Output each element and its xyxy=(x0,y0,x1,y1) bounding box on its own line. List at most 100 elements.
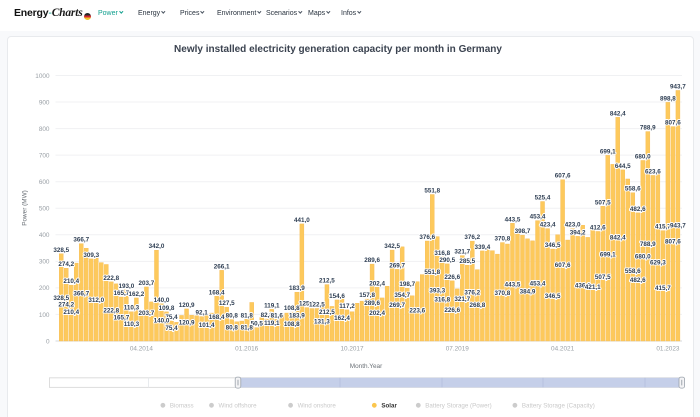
svg-text:300: 300 xyxy=(39,259,50,266)
svg-text:117,2: 117,2 xyxy=(339,303,355,310)
svg-text:04.2014: 04.2014 xyxy=(130,346,154,353)
svg-text:269,7: 269,7 xyxy=(389,302,405,309)
svg-text:700: 700 xyxy=(39,152,50,159)
svg-text:807,6: 807,6 xyxy=(665,239,681,246)
svg-text:400: 400 xyxy=(39,232,50,239)
svg-text:366,7: 366,7 xyxy=(73,237,89,244)
svg-text:788,9: 788,9 xyxy=(640,241,656,248)
svg-text:222,8: 222,8 xyxy=(103,275,119,282)
svg-text:607,6: 607,6 xyxy=(555,262,571,269)
svg-text:507,5: 507,5 xyxy=(595,274,611,281)
svg-text:140,0: 140,0 xyxy=(154,297,170,304)
svg-text:140,0: 140,0 xyxy=(154,318,170,325)
svg-text:412,6: 412,6 xyxy=(590,225,606,232)
svg-text:943,7: 943,7 xyxy=(670,223,686,230)
svg-text:312,0: 312,0 xyxy=(88,297,104,304)
svg-text:394,2: 394,2 xyxy=(570,229,586,236)
svg-text:507,5: 507,5 xyxy=(595,199,611,206)
svg-text:321,7: 321,7 xyxy=(454,296,470,303)
svg-text:629,3: 629,3 xyxy=(650,260,666,267)
svg-text:342,5: 342,5 xyxy=(384,243,400,250)
svg-text:600: 600 xyxy=(39,179,50,186)
svg-text:154,6: 154,6 xyxy=(329,293,345,300)
svg-text:200: 200 xyxy=(39,285,50,292)
svg-text:119,1: 119,1 xyxy=(264,302,280,309)
svg-text:384,9: 384,9 xyxy=(520,289,536,296)
svg-text:80,8: 80,8 xyxy=(226,313,239,320)
svg-text:316,8: 316,8 xyxy=(434,297,450,304)
svg-text:162,4: 162,4 xyxy=(334,315,350,322)
svg-text:108,8: 108,8 xyxy=(284,321,300,328)
svg-text:376,2: 376,2 xyxy=(464,234,480,241)
svg-text:558,6: 558,6 xyxy=(625,268,641,275)
svg-text:127,5: 127,5 xyxy=(219,300,235,307)
svg-text:274,2: 274,2 xyxy=(58,302,74,309)
svg-text:110,3: 110,3 xyxy=(124,321,140,328)
svg-text:Power (MW): Power (MW) xyxy=(22,190,29,226)
svg-text:342,0: 342,0 xyxy=(149,243,165,250)
svg-text:285,5: 285,5 xyxy=(459,258,475,265)
svg-text:Month.Year: Month.Year xyxy=(350,363,383,370)
svg-text:222,8: 222,8 xyxy=(103,308,119,315)
svg-text:202,4: 202,4 xyxy=(369,280,385,287)
svg-text:623,6: 623,6 xyxy=(645,168,661,175)
svg-text:183,9: 183,9 xyxy=(289,312,305,319)
svg-text:226,6: 226,6 xyxy=(444,307,460,314)
svg-text:165,7: 165,7 xyxy=(114,314,130,321)
svg-text:269,7: 269,7 xyxy=(389,262,405,269)
svg-text:120,9: 120,9 xyxy=(179,320,195,327)
svg-text:81,8: 81,8 xyxy=(241,312,254,319)
svg-text:328,5: 328,5 xyxy=(53,295,69,302)
svg-text:01.2016: 01.2016 xyxy=(235,346,259,353)
svg-text:165,7: 165,7 xyxy=(114,290,130,297)
svg-text:376,2: 376,2 xyxy=(464,290,480,297)
svg-text:316,8: 316,8 xyxy=(434,250,450,257)
svg-text:101,4: 101,4 xyxy=(199,322,215,329)
svg-text:Battery Storage (Power): Battery Storage (Power) xyxy=(425,402,491,409)
svg-text:92,1: 92,1 xyxy=(195,310,208,317)
svg-text:10.2017: 10.2017 xyxy=(340,346,364,353)
svg-text:75,4: 75,4 xyxy=(165,325,178,332)
svg-text:108,8: 108,8 xyxy=(284,305,300,312)
svg-text:321,7: 321,7 xyxy=(454,249,470,256)
svg-text:82,8: 82,8 xyxy=(261,312,274,319)
svg-text:75,4: 75,4 xyxy=(165,314,178,321)
svg-text:Wind onshore: Wind onshore xyxy=(298,402,337,409)
svg-text:109,8: 109,8 xyxy=(159,305,175,312)
svg-text:212,5: 212,5 xyxy=(319,278,335,285)
svg-text:289,6: 289,6 xyxy=(364,300,380,307)
svg-text:900: 900 xyxy=(39,99,50,106)
svg-text:289,6: 289,6 xyxy=(364,257,380,264)
svg-text:807,6: 807,6 xyxy=(665,120,681,127)
svg-text:210,4: 210,4 xyxy=(63,309,79,316)
svg-text:1000: 1000 xyxy=(35,73,50,80)
svg-text:268,8: 268,8 xyxy=(470,302,486,309)
svg-text:421,1: 421,1 xyxy=(585,284,601,291)
svg-text:339,4: 339,4 xyxy=(475,244,491,251)
svg-text:699,1: 699,1 xyxy=(600,251,616,258)
svg-text:110,3: 110,3 xyxy=(124,305,140,312)
svg-text:500: 500 xyxy=(39,206,50,213)
svg-text:80,8: 80,8 xyxy=(226,324,239,331)
svg-text:436,2: 436,2 xyxy=(575,282,591,289)
svg-text:370,8: 370,8 xyxy=(495,290,511,297)
svg-text:125,9: 125,9 xyxy=(299,301,315,308)
svg-text:Wind offshore: Wind offshore xyxy=(219,402,258,409)
svg-text:162,2: 162,2 xyxy=(129,291,145,298)
svg-text:423,0: 423,0 xyxy=(565,222,581,229)
svg-text:842,4: 842,4 xyxy=(610,234,626,241)
svg-text:226,6: 226,6 xyxy=(444,274,460,281)
svg-text:223,6: 223,6 xyxy=(409,308,425,315)
svg-text:157,8: 157,8 xyxy=(359,292,375,299)
svg-text:943,7: 943,7 xyxy=(670,83,686,90)
svg-text:443,5: 443,5 xyxy=(505,282,521,289)
svg-text:680,0: 680,0 xyxy=(635,154,651,161)
svg-text:423,4: 423,4 xyxy=(540,222,556,229)
svg-text:842,4: 842,4 xyxy=(610,110,626,117)
svg-text:370,8: 370,8 xyxy=(495,236,511,243)
svg-text:210,4: 210,4 xyxy=(63,278,79,285)
svg-text:453,4: 453,4 xyxy=(530,280,546,287)
svg-text:354,7: 354,7 xyxy=(394,292,410,299)
svg-text:393,3: 393,3 xyxy=(429,288,445,295)
svg-text:788,9: 788,9 xyxy=(640,125,656,132)
